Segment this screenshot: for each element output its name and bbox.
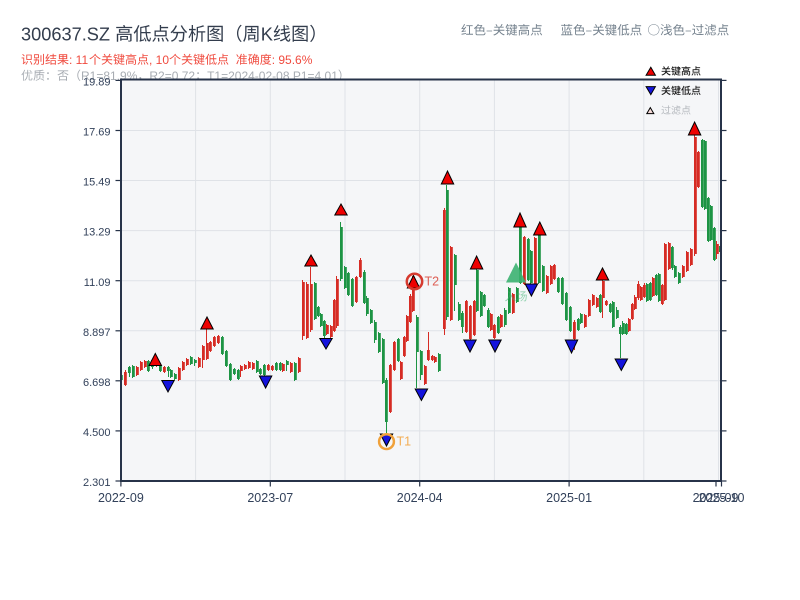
svg-text:4.500: 4.500 — [83, 427, 111, 439]
svg-text:2025-09: 2025-09 — [693, 491, 739, 505]
svg-text:2.301: 2.301 — [83, 477, 111, 489]
svg-text:6.698: 6.698 — [83, 377, 111, 389]
svg-text:2022-09: 2022-09 — [98, 491, 144, 505]
svg-text:15.49: 15.49 — [83, 177, 111, 189]
svg-text:13.29: 13.29 — [83, 227, 111, 239]
svg-text:K: K — [261, 24, 273, 44]
svg-text:300637.SZ: 300637.SZ — [21, 24, 115, 44]
svg-text:, 10: , 10 — [149, 53, 169, 67]
svg-text:: 95.6%: : 95.6% — [272, 53, 313, 67]
svg-text:: 11: : 11 — [69, 53, 88, 67]
svg-text:19.89: 19.89 — [83, 77, 111, 89]
svg-text:8.897: 8.897 — [83, 327, 111, 339]
svg-text:T1: T1 — [397, 435, 412, 449]
svg-text:17.69: 17.69 — [83, 127, 111, 139]
svg-text:2023-07: 2023-07 — [247, 491, 293, 505]
svg-text:2025-01: 2025-01 — [546, 491, 592, 505]
svg-text:T2: T2 — [425, 275, 440, 289]
svg-text:2024-04: 2024-04 — [397, 491, 443, 505]
svg-text:11.09: 11.09 — [84, 277, 111, 289]
svg-text:2025-10: 2025-10 — [699, 491, 745, 505]
